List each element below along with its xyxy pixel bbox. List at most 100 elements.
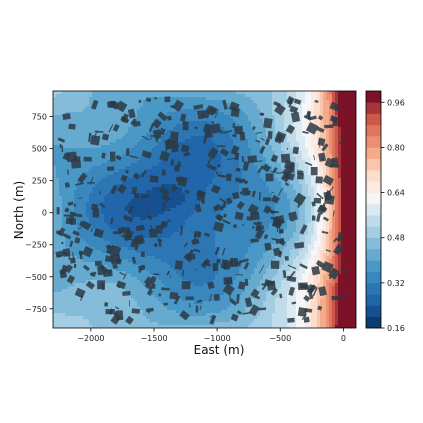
contour-cell — [71, 235, 75, 239]
contour-cell — [275, 232, 279, 236]
contour-cell — [107, 109, 111, 113]
contour-cell — [80, 133, 84, 137]
contour-cell — [182, 166, 186, 170]
contour-cell — [251, 145, 255, 149]
contour-cell — [80, 100, 84, 104]
contour-cell — [131, 160, 135, 164]
contour-cell — [308, 166, 312, 170]
contour-cell — [140, 151, 144, 155]
contour-cell — [215, 181, 219, 185]
contour-cell — [95, 235, 99, 239]
contour-cell — [107, 106, 111, 110]
contour-cell — [101, 91, 105, 95]
contour-cell — [326, 214, 330, 218]
contour-cell — [218, 136, 222, 140]
contour-cell — [344, 130, 348, 134]
contour-cell — [221, 193, 225, 197]
contour-cell — [281, 184, 285, 188]
contour-cell — [335, 196, 339, 200]
contour-cell — [338, 229, 342, 233]
contour-cell — [263, 109, 267, 113]
contour-cell — [194, 133, 198, 137]
contour-cell — [194, 193, 198, 197]
contour-cell — [224, 139, 228, 143]
contour-cell — [89, 94, 93, 98]
contour-cell — [200, 181, 204, 185]
contour-cell — [209, 121, 213, 125]
contour-cell — [212, 193, 216, 197]
contour-cell — [158, 97, 162, 101]
contour-cell — [335, 235, 339, 239]
contour-cell — [323, 226, 327, 230]
contour-cell — [350, 178, 354, 182]
contour-cell — [176, 112, 180, 116]
contour-cell — [134, 148, 138, 152]
contour-cell — [134, 199, 138, 203]
contour-cell — [179, 223, 183, 227]
contour-cell — [128, 193, 132, 197]
contour-cell — [107, 220, 111, 224]
contour-cell — [197, 91, 201, 95]
contour-cell — [338, 217, 342, 221]
contour-cell — [137, 145, 141, 149]
contour-cell — [332, 94, 336, 98]
contour-cell — [83, 97, 87, 101]
contour-cell — [65, 226, 69, 230]
contour-cell — [158, 145, 162, 149]
contour-cell — [347, 106, 351, 110]
contour-cell — [83, 142, 87, 146]
contour-cell — [131, 139, 135, 143]
contour-cell — [236, 202, 240, 206]
contour-cell — [143, 142, 147, 146]
contour-cell — [332, 136, 336, 140]
contour-cell — [332, 220, 336, 224]
contour-cell — [287, 217, 291, 221]
contour-cell — [230, 214, 234, 218]
contour-cell — [209, 199, 213, 203]
contour-cell — [53, 196, 57, 200]
contour-cell — [320, 199, 324, 203]
contour-cell — [236, 184, 240, 188]
contour-cell — [215, 121, 219, 125]
contour-cell — [113, 112, 117, 116]
contour-cell — [62, 169, 66, 173]
contour-cell — [293, 220, 297, 224]
contour-cell — [92, 187, 96, 191]
contour-cell — [314, 232, 318, 236]
contour-cell — [191, 184, 195, 188]
contour-cell — [281, 205, 285, 209]
contour-cell — [251, 106, 255, 110]
contour-cell — [347, 130, 351, 134]
contour-cell — [98, 181, 102, 185]
contour-cell — [194, 148, 198, 152]
contour-cell — [137, 202, 141, 206]
contour-cell — [299, 106, 303, 110]
contour-cell — [278, 100, 282, 104]
contour-cell — [203, 151, 207, 155]
contour-cell — [251, 166, 255, 170]
contour-cell — [92, 91, 96, 95]
contour-cell — [263, 151, 267, 155]
contour-cell — [344, 124, 348, 128]
contour-cell — [242, 124, 246, 128]
contour-cell — [314, 223, 318, 227]
contour-cell — [242, 220, 246, 224]
contour-cell — [185, 118, 189, 122]
contour-cell — [62, 208, 66, 212]
contour-cell — [296, 187, 300, 191]
contour-cell — [65, 103, 69, 107]
contour-cell — [146, 163, 150, 167]
contour-cell — [71, 205, 75, 209]
contour-cell — [290, 148, 294, 152]
contour-cell — [266, 103, 270, 107]
contour-cell — [344, 136, 348, 140]
contour-cell — [329, 184, 333, 188]
contour-cell — [254, 181, 258, 185]
contour-cell — [248, 100, 252, 104]
contour-cell — [53, 163, 57, 167]
contour-cell — [146, 139, 150, 143]
contour-cell — [188, 97, 192, 101]
contour-cell — [251, 196, 255, 200]
contour-cell — [344, 112, 348, 116]
contour-cell — [122, 202, 126, 206]
